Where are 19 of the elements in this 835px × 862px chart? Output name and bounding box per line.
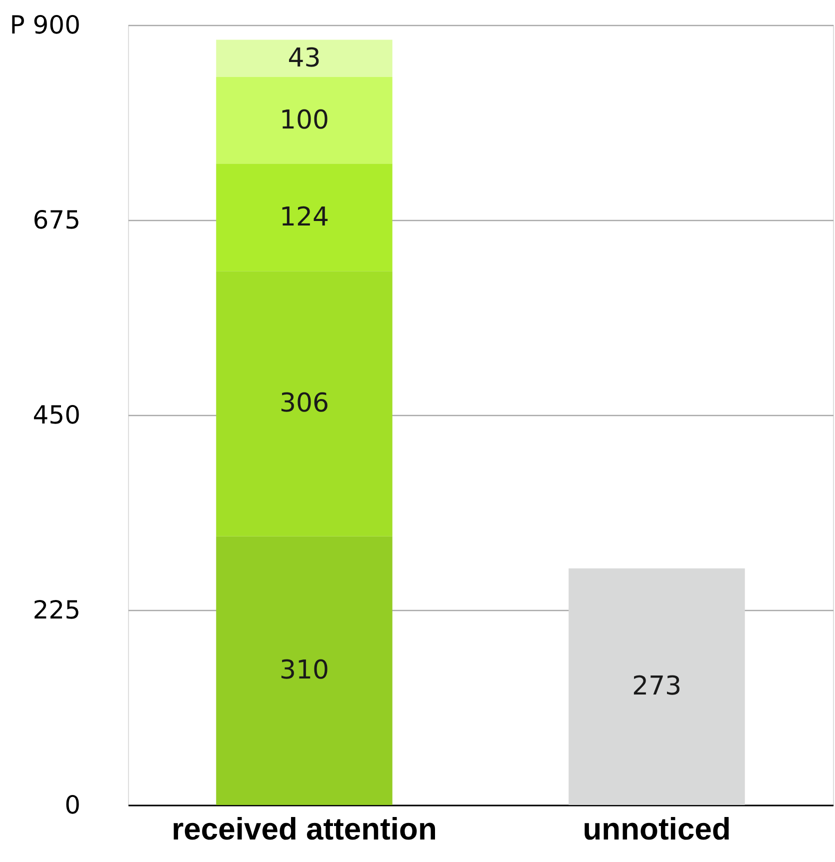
- x-tick-label: received attention: [172, 812, 437, 846]
- bar: [216, 536, 392, 805]
- data-label: 124: [279, 202, 330, 232]
- x-tick-label: unnoticed: [582, 812, 731, 846]
- bar: [216, 77, 392, 164]
- bar: [216, 271, 392, 536]
- data-label: 100: [279, 105, 330, 136]
- y-tick-label: 0: [64, 790, 80, 820]
- bar: [568, 568, 745, 805]
- y-tick-label: 675: [32, 206, 80, 234]
- y-tick-label: P 900: [10, 10, 80, 40]
- y-tick-label: 225: [32, 596, 80, 624]
- data-label: 306: [279, 388, 330, 419]
- bar: [216, 164, 392, 272]
- data-label: 310: [279, 656, 330, 686]
- y-tick-label: 450: [32, 400, 80, 430]
- data-label: 43: [288, 43, 321, 74]
- data-label: 273: [632, 672, 682, 702]
- bar: [216, 40, 392, 77]
